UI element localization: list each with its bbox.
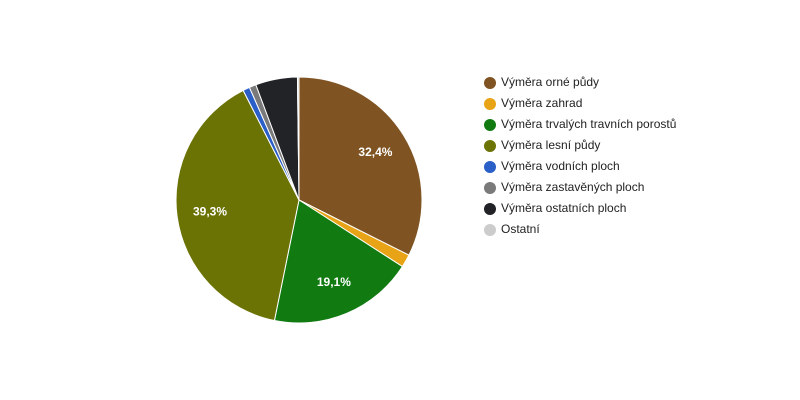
pie-slice (298, 76, 423, 256)
legend-marker (484, 161, 496, 173)
legend-label: Výměra ostatních ploch (501, 201, 626, 215)
legend-marker (484, 140, 496, 152)
legend-marker (484, 203, 496, 215)
legend-label: Výměra lesní půdy (501, 138, 600, 152)
slice-label: 32,4% (358, 145, 392, 159)
slice-label: 39,3% (193, 204, 227, 218)
legend-marker (484, 98, 496, 110)
legend-marker (484, 77, 496, 89)
legend-label: Výměra vodních ploch (501, 159, 620, 173)
legend-marker (484, 182, 496, 194)
pie-slice (273, 199, 404, 324)
legend-label: Ostatní (501, 222, 540, 236)
legend-marker (484, 224, 496, 236)
legend-label: Výměra zahrad (501, 96, 582, 110)
legend-label: Výměra trvalých travních porostů (501, 117, 676, 131)
legend-label: Výměra orné půdy (501, 75, 599, 89)
legend-label: Výměra zastavěných ploch (501, 180, 644, 194)
pie-slice (296, 76, 300, 201)
pie-slice (175, 89, 300, 322)
legend-marker (484, 119, 496, 131)
slice-label: 19,1% (317, 275, 351, 289)
